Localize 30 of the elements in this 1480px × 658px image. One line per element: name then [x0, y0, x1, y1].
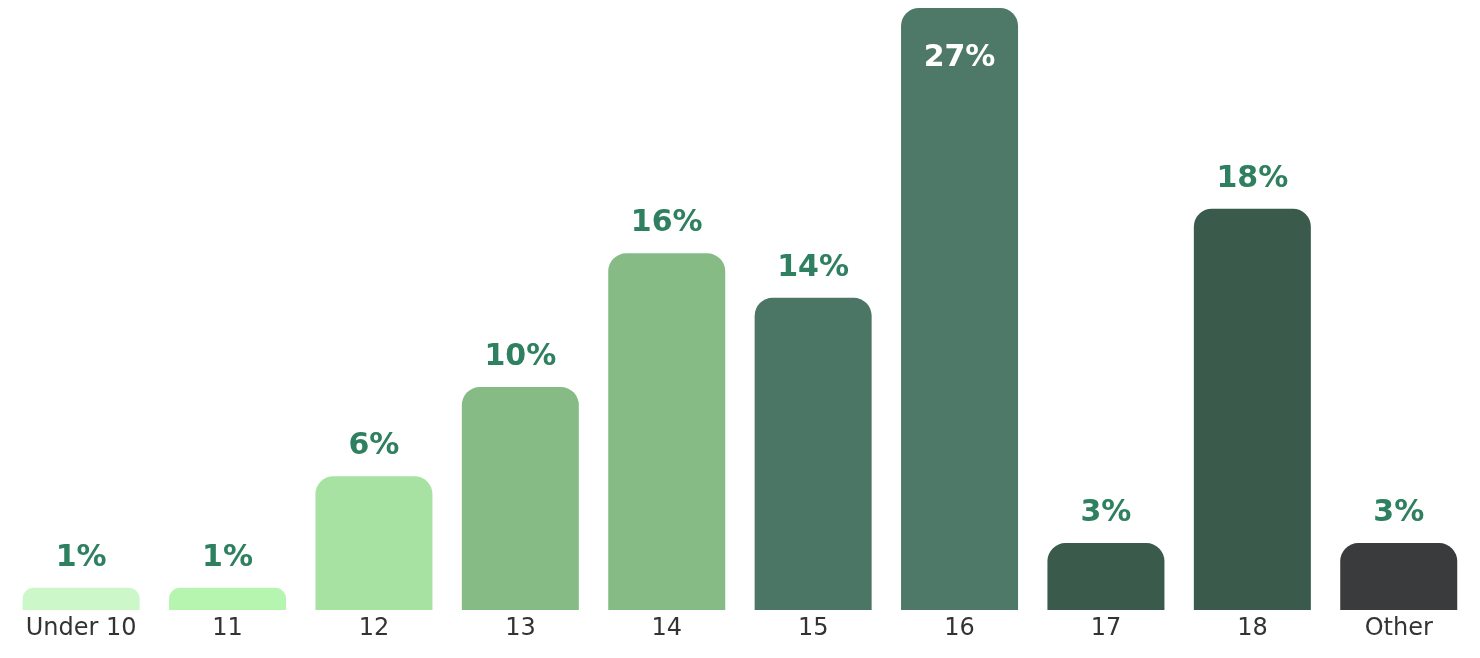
x-tick-label: 13	[505, 613, 536, 642]
data-label: 10%	[484, 337, 557, 373]
x-tick-label: 15	[797, 613, 829, 642]
data-label: 16%	[630, 203, 703, 239]
data-label: 1%	[55, 537, 107, 573]
x-tick-label: 18	[1237, 613, 1268, 642]
data-label: 18%	[1216, 158, 1289, 194]
bar	[169, 587, 287, 610]
x-tick-label: 17	[1090, 613, 1122, 642]
bar	[901, 8, 1019, 610]
bar	[315, 476, 433, 610]
bar	[754, 297, 872, 610]
data-label: 3%	[1080, 493, 1132, 529]
bar	[22, 587, 140, 610]
x-tick-label: Other	[1364, 613, 1433, 642]
bar	[461, 387, 579, 610]
x-tick-label: Under 10	[25, 613, 137, 642]
data-label: 3%	[1373, 493, 1425, 529]
x-tick-label: 16	[944, 613, 975, 642]
data-label: 27%	[923, 38, 996, 73]
bar	[1193, 208, 1311, 610]
x-tick-label: 12	[358, 613, 390, 642]
bar	[1047, 543, 1165, 610]
bar	[608, 253, 726, 610]
data-label: 1%	[202, 537, 254, 573]
data-label: 6%	[348, 426, 400, 462]
x-tick-label: 14	[651, 613, 683, 642]
data-label: 14%	[777, 247, 850, 283]
bar	[1340, 543, 1458, 610]
x-tick-label: 11	[212, 613, 243, 642]
